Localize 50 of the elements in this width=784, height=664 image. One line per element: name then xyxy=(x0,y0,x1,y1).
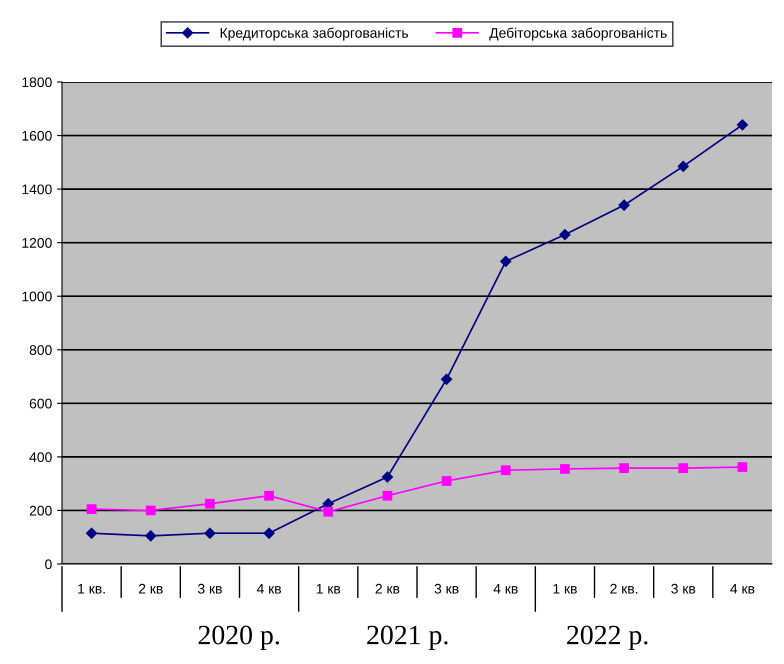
y-tick-label: 200 xyxy=(30,506,52,516)
point xyxy=(382,471,394,483)
point xyxy=(204,528,216,539)
y-tick-label: 1600 xyxy=(22,130,52,141)
x-tick-label: 3 кв xyxy=(671,584,696,594)
point xyxy=(145,530,156,542)
y-tick-label: 1200 xyxy=(22,238,52,248)
x-tick-label: 4 кв xyxy=(730,584,754,594)
point xyxy=(678,463,688,473)
text: 2020 р. xyxy=(198,626,279,650)
point xyxy=(146,506,156,516)
point xyxy=(86,528,98,539)
y-tick-label: 0 xyxy=(45,559,52,570)
legend-label: Дебіторська заборгованість xyxy=(489,28,667,41)
point xyxy=(738,462,748,472)
point xyxy=(500,465,511,476)
x-tick-label: 3 кв xyxy=(434,584,458,594)
y-tick-label: 1400 xyxy=(22,184,52,194)
x-tick-label: 3 кв xyxy=(198,584,222,594)
point xyxy=(382,490,392,501)
point xyxy=(263,528,275,539)
point xyxy=(442,476,452,486)
x-tick-label: 2 кв xyxy=(376,584,400,594)
legend-label: Кредиторська заборгованість xyxy=(220,28,408,41)
point xyxy=(678,160,689,172)
x-tick-label: 1 кв xyxy=(316,584,340,594)
y-tick-label: 400 xyxy=(29,452,52,462)
point xyxy=(736,119,748,130)
point xyxy=(500,256,512,268)
x-tick-label: 1 кв. xyxy=(78,584,105,594)
text: 2021 р. xyxy=(367,626,448,650)
x-tick-label: 4 кв xyxy=(256,584,281,594)
y-tick-label: 1000 xyxy=(22,292,52,302)
point xyxy=(323,506,334,517)
point xyxy=(618,200,630,211)
x-tick-label: 1 кв xyxy=(553,584,577,594)
point xyxy=(205,498,215,509)
point xyxy=(264,490,274,501)
x-tick-label: 2 кв. xyxy=(610,584,638,594)
point xyxy=(619,463,629,473)
y-tick-label: 800 xyxy=(30,345,52,355)
text: 2022 р. xyxy=(567,626,648,650)
x-tick-label: 4 кв xyxy=(494,584,518,594)
point xyxy=(440,374,452,385)
y-tick-label: 600 xyxy=(30,398,52,409)
point xyxy=(560,464,570,474)
point xyxy=(86,504,96,514)
x-tick-label: 2 кв xyxy=(138,584,163,594)
y-tick-label: 1800 xyxy=(22,77,52,88)
point xyxy=(559,229,571,240)
